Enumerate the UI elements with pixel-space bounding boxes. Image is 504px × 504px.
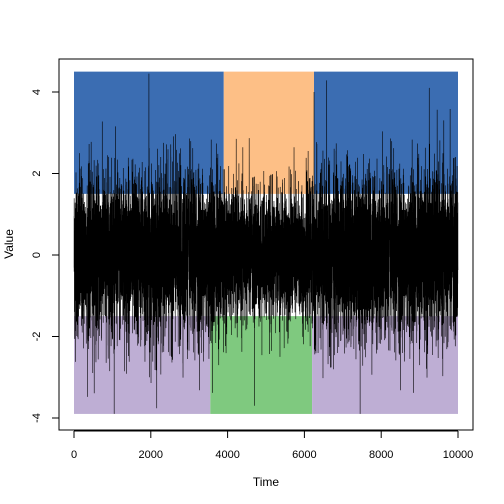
series-lines — [73, 73, 459, 414]
x-tick-label: 0 — [71, 449, 77, 461]
y-tick-label: 2 — [31, 170, 43, 176]
x-tick-label: 8000 — [369, 449, 393, 461]
x-tick-label: 4000 — [215, 449, 239, 461]
x-tick-label: 6000 — [292, 449, 316, 461]
band-4 — [210, 316, 313, 414]
y-tick-label: 4 — [31, 89, 43, 95]
band-1 — [223, 71, 314, 194]
y-tick-label: -4 — [31, 413, 43, 423]
y-tick-label: -2 — [31, 332, 43, 342]
y-axis-title: Value — [2, 229, 16, 259]
x-tick-label: 10000 — [443, 449, 474, 461]
x-axis: 0 2000 4000 6000 8000 10000 — [71, 430, 474, 461]
x-axis-title: Time — [253, 475, 280, 489]
y-axis: -4 -2 0 2 4 — [31, 89, 60, 423]
y-tick-label: 0 — [31, 252, 43, 258]
series-line — [73, 73, 459, 414]
x-tick-label: 2000 — [139, 449, 163, 461]
